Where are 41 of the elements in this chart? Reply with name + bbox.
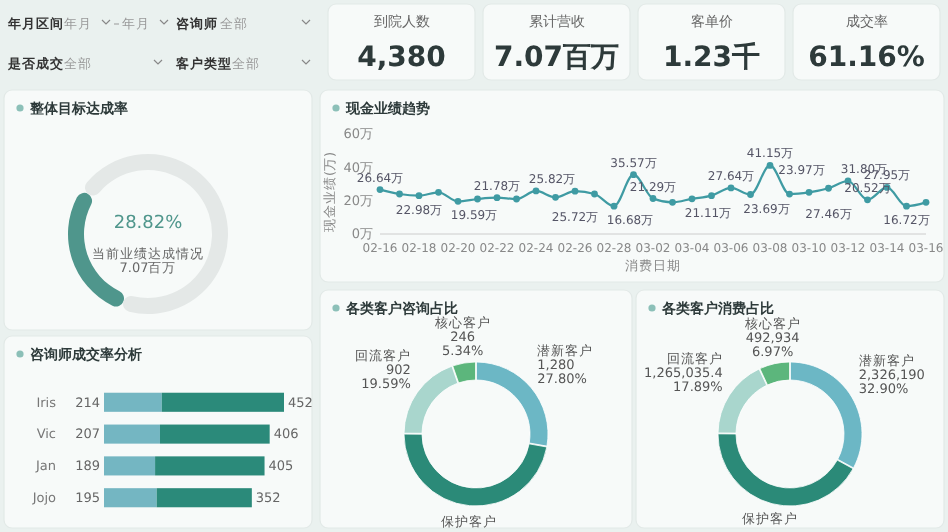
point [864, 196, 871, 204]
bar [161, 392, 284, 412]
point [766, 162, 774, 169]
donut-slice [84, 154, 228, 314]
bar [104, 488, 157, 508]
point [825, 184, 832, 192]
point [669, 198, 676, 206]
bar [104, 392, 162, 412]
text: 7.07百万 [493, 42, 620, 74]
point [786, 190, 793, 198]
text: 1.23千 [662, 42, 761, 74]
point [630, 171, 637, 179]
bar [155, 456, 265, 476]
point [903, 202, 910, 210]
point [922, 198, 930, 206]
point [396, 190, 403, 198]
point [708, 192, 715, 200]
bar [159, 424, 270, 444]
point [435, 188, 442, 196]
point [805, 188, 813, 196]
bar [104, 424, 160, 444]
point [376, 186, 384, 193]
bar [104, 456, 156, 476]
point [610, 202, 618, 210]
point [688, 195, 696, 203]
point [474, 195, 481, 203]
point [747, 191, 754, 198]
text: 28.82% [113, 214, 184, 234]
point [415, 192, 423, 200]
point [571, 187, 579, 195]
point [493, 194, 501, 202]
point [591, 190, 598, 198]
point [649, 195, 657, 202]
point [552, 193, 559, 201]
text: 61.16% [808, 42, 925, 74]
point [532, 187, 540, 195]
text: 4,380 [357, 42, 446, 74]
point [513, 195, 520, 203]
bar [156, 488, 252, 508]
point [727, 184, 735, 192]
point [454, 197, 462, 205]
